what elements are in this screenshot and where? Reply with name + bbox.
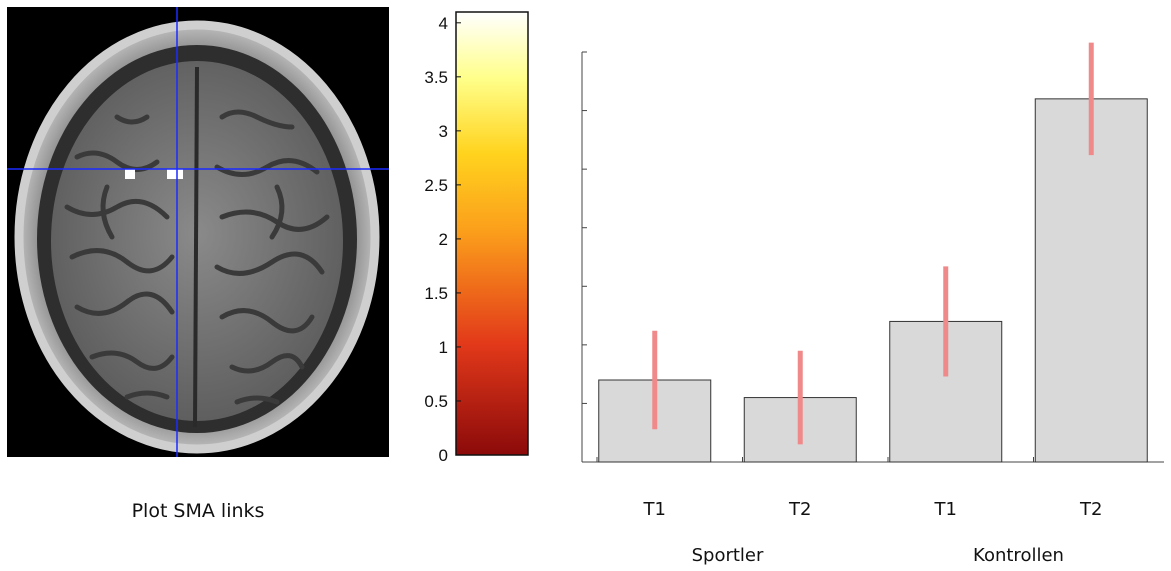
category-label: T2 (1079, 499, 1102, 520)
colorbar-tick-label: 0.5 (424, 392, 448, 411)
category-label: T2 (788, 499, 811, 520)
colorbar: 0 0.5 1 1.5 2 2.5 3 3.5 4 (424, 11, 529, 465)
bar-chart: T1 T2 T1 T2 Sportler Kontrollen (581, 42, 1164, 566)
colorbar-gradient (455, 11, 529, 456)
colorbar-tick-label: 1 (439, 338, 448, 357)
brain-caption: Plot SMA links (131, 500, 265, 522)
group-label: Kontrollen (973, 545, 1064, 566)
bar (1034, 98, 1148, 463)
colorbar-tick-label: 2 (439, 230, 448, 249)
brain-slice-graphic (7, 7, 389, 457)
colorbar-tick-label: 4 (439, 14, 448, 33)
colorbar-tick-label: 2.5 (424, 176, 448, 195)
colorbar-tick-label: 3 (439, 122, 448, 141)
category-label: T1 (643, 499, 666, 520)
colorbar-tick-label: 0 (439, 446, 448, 465)
category-label: T1 (934, 499, 957, 520)
sulci-pattern (64, 109, 330, 405)
group-label: Sportler (692, 545, 764, 566)
activation-blob-right (167, 169, 183, 179)
colorbar-tick-label: 3.5 (424, 68, 448, 87)
interhemispheric-fissure (193, 66, 199, 428)
brain-slice-image (7, 7, 389, 457)
colorbar-tick-label: 1.5 (424, 284, 448, 303)
activation-blob-left (125, 169, 135, 179)
